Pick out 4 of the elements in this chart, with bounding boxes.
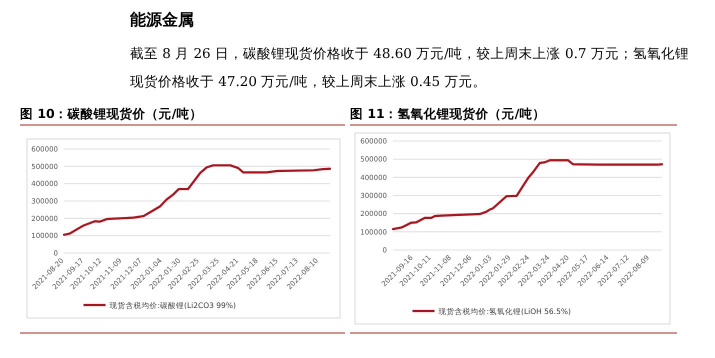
text: 能源金属 [130,9,195,31]
chart-title: 图 10：碳酸锂现货价（元/吨） [20,106,202,121]
chart-title: 图 11：氢氧化锂现货价（元/吨） [350,106,546,121]
text: 截至 8 月 26 日，碳酸锂现货价格收于 48.60 万元/吨，较上周末上涨 0.7 万元；氢氧化锂现货价格收于 47.20 万元/吨，较上周末上涨 0.45 万元。 [130,45,690,92]
